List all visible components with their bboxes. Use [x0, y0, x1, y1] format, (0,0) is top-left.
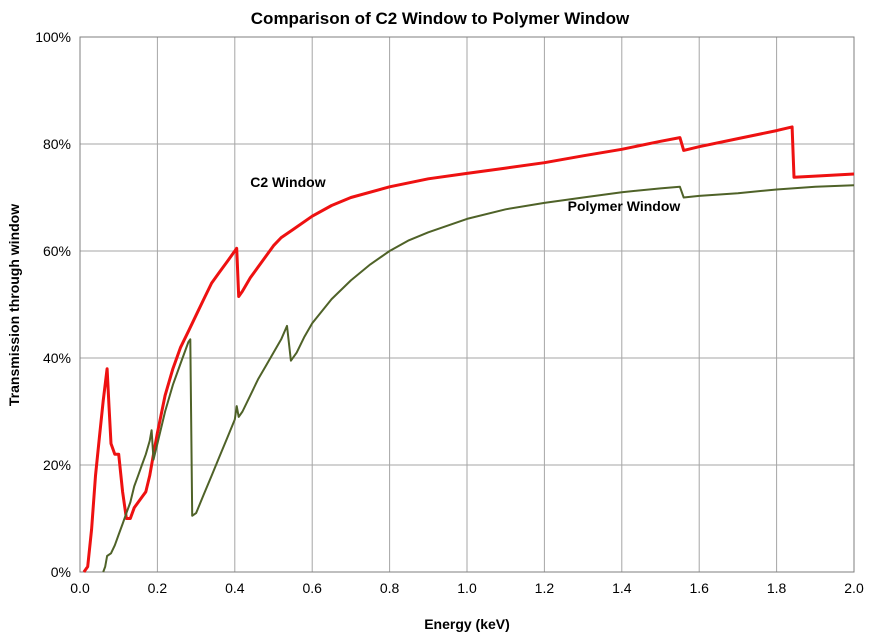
- y-tick-label: 60%: [43, 243, 71, 259]
- y-tick-label: 100%: [35, 29, 71, 45]
- x-tick-label: 1.0: [457, 580, 477, 596]
- x-tick-label: 0.0: [70, 580, 90, 596]
- chart-title: Comparison of C2 Window to Polymer Windo…: [251, 9, 630, 28]
- series-label: C2 Window: [250, 174, 325, 190]
- series-line-polymer-window: [102, 184, 855, 573]
- x-axis-ticks: 0.0 0.2 0.4 0.6 0.8 1.0 1.2 1.4 1.6 1.8 2.0: [70, 580, 864, 596]
- x-tick-label: 0.4: [225, 580, 245, 596]
- y-tick-label: 80%: [43, 136, 71, 152]
- x-tick-label: 1.2: [535, 580, 555, 596]
- x-axis-title: Energy (keV): [424, 616, 510, 632]
- y-axis-ticks: 0% 20% 40% 60% 80% 100%: [35, 29, 71, 580]
- gridlines: [79, 36, 855, 573]
- x-tick-label: 2.0: [844, 580, 864, 596]
- x-tick-label: 0.6: [302, 580, 322, 596]
- x-tick-label: 1.6: [689, 580, 709, 596]
- x-tick-label: 1.8: [767, 580, 787, 596]
- plot-area: [79, 36, 855, 573]
- series-line-c2-window: [82, 125, 855, 573]
- x-tick-label: 1.4: [612, 580, 632, 596]
- y-tick-label: 40%: [43, 350, 71, 366]
- y-tick-label: 20%: [43, 457, 71, 473]
- annotations: C2 Window Polymer Window: [250, 174, 680, 214]
- y-tick-label: 0%: [51, 564, 71, 580]
- series-label: Polymer Window: [568, 198, 681, 214]
- x-tick-label: 0.2: [148, 580, 168, 596]
- y-axis-title: Transmission through window: [6, 204, 22, 406]
- series-layer: [82, 125, 855, 573]
- x-tick-label: 0.8: [380, 580, 400, 596]
